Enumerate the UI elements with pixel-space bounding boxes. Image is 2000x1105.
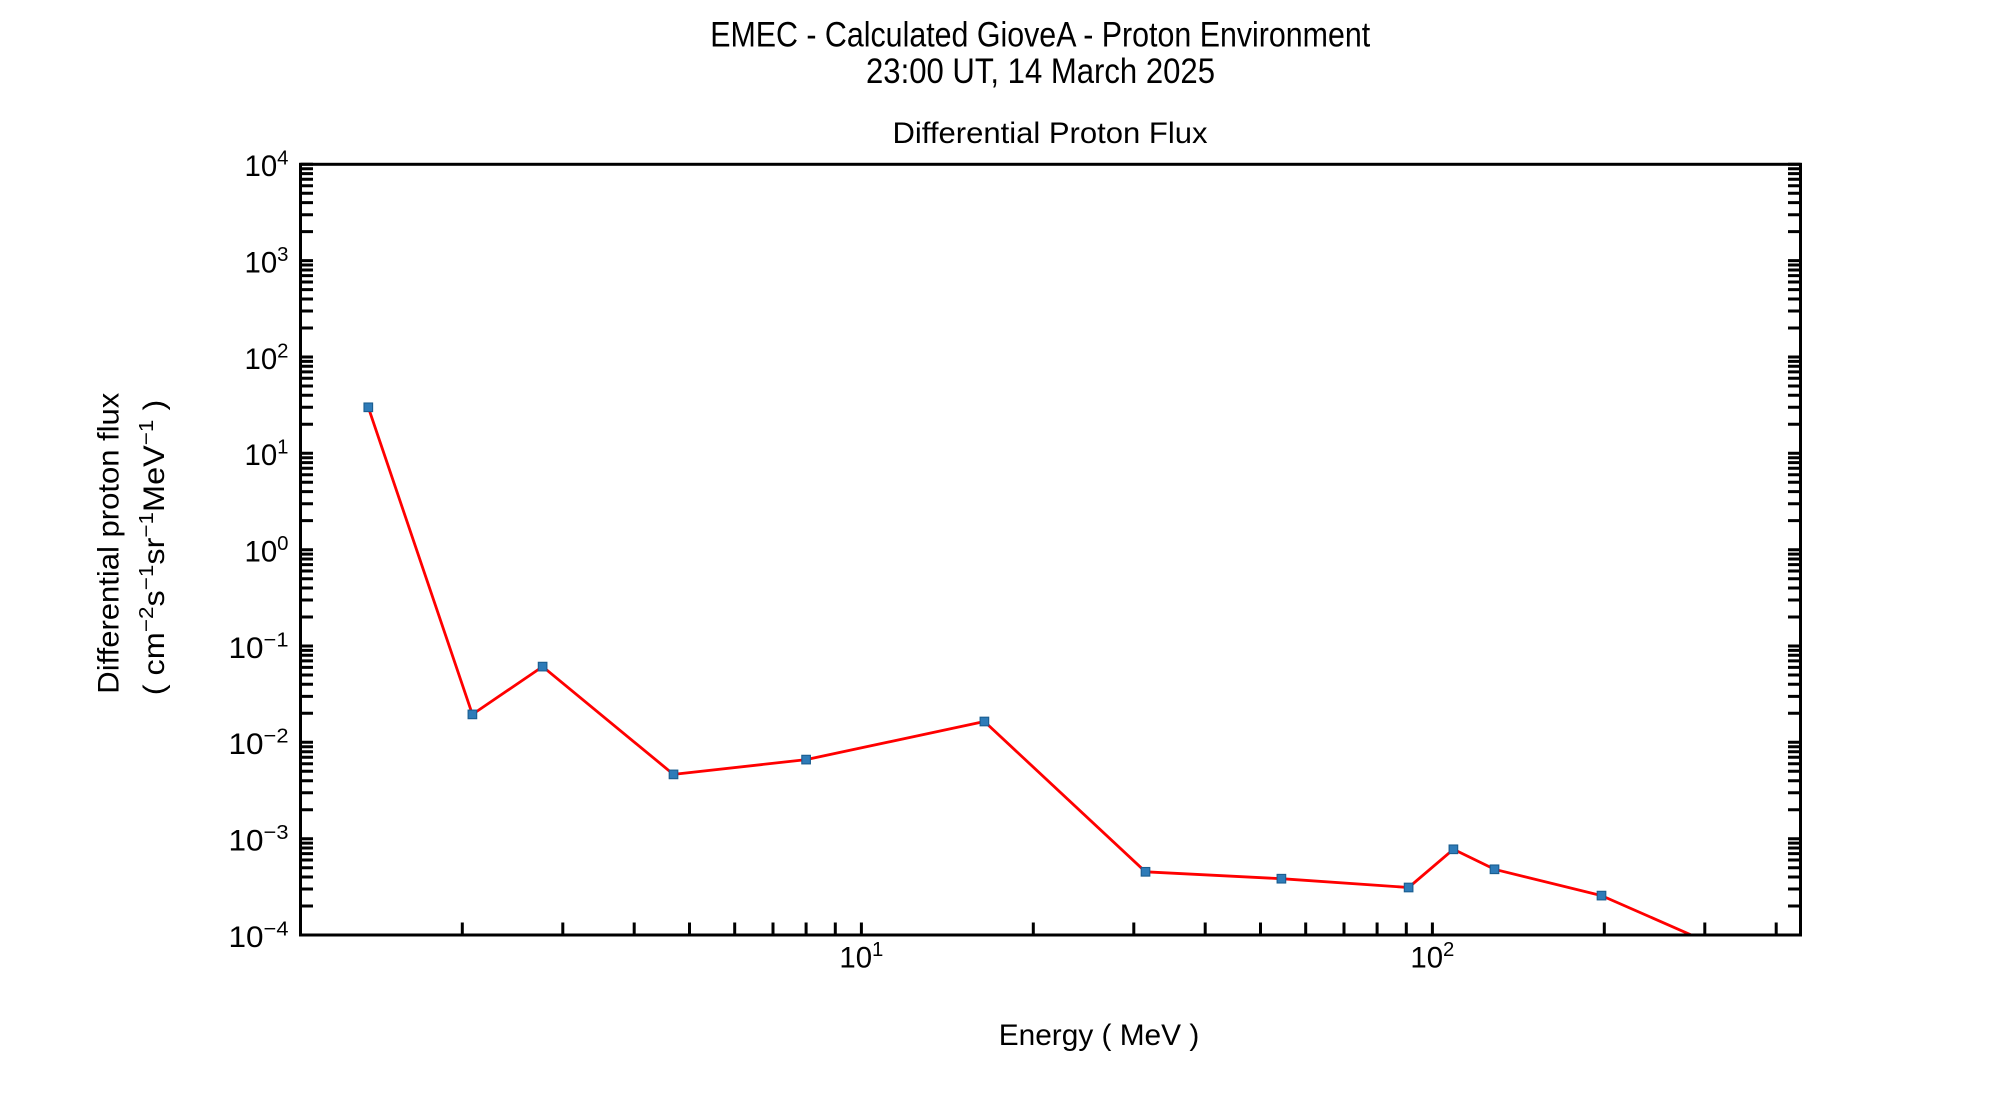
svg-text:10−1: 10−1	[229, 628, 289, 665]
svg-text:23:00 UT, 14 March 2025: 23:00 UT, 14 March 2025	[866, 51, 1215, 91]
svg-text:101: 101	[245, 436, 289, 473]
svg-text:104: 104	[245, 147, 289, 184]
svg-text:Energy ( MeV ): Energy ( MeV )	[999, 1019, 1200, 1052]
svg-text:Differential Proton Flux: Differential Proton Flux	[893, 117, 1208, 150]
svg-text:( cm−2s−1sr−1MeV−1 ): ( cm−2s−1sr−1MeV−1 )	[135, 400, 172, 696]
svg-text:EMEC - Calculated GioveA - Pro: EMEC - Calculated GioveA - Proton Enviro…	[710, 15, 1370, 55]
svg-text:Differential proton flux: Differential proton flux	[93, 393, 126, 694]
